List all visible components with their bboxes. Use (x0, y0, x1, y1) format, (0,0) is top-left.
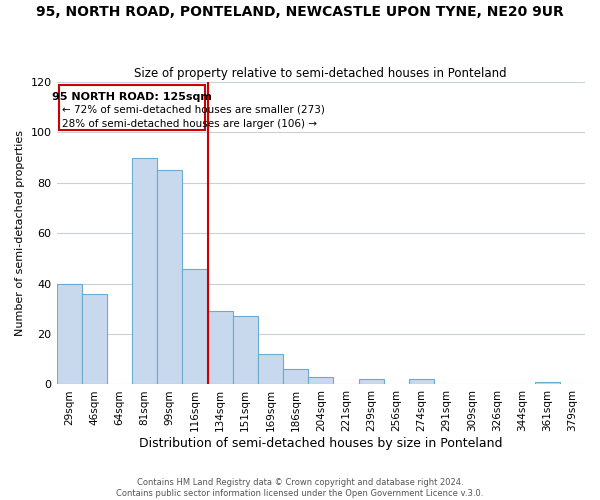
Bar (308, 377, 334, 384)
Bar (132, 158, 157, 384)
Text: 28% of semi-detached houses are larger (106) →: 28% of semi-detached houses are larger (… (62, 118, 317, 128)
Bar (283, 370, 308, 384)
FancyBboxPatch shape (59, 84, 205, 130)
Bar (56, 284, 82, 384)
Bar (359, 380, 383, 384)
Bar (182, 268, 208, 384)
Bar (258, 354, 283, 384)
Bar (82, 294, 107, 384)
Bar (233, 316, 258, 384)
Bar (208, 312, 233, 384)
X-axis label: Distribution of semi-detached houses by size in Ponteland: Distribution of semi-detached houses by … (139, 437, 503, 450)
Text: 95, NORTH ROAD, PONTELAND, NEWCASTLE UPON TYNE, NE20 9UR: 95, NORTH ROAD, PONTELAND, NEWCASTLE UPO… (36, 5, 564, 19)
Text: 95 NORTH ROAD: 125sqm: 95 NORTH ROAD: 125sqm (52, 92, 212, 102)
Title: Size of property relative to semi-detached houses in Ponteland: Size of property relative to semi-detach… (134, 66, 507, 80)
Bar (535, 382, 560, 384)
Y-axis label: Number of semi-detached properties: Number of semi-detached properties (15, 130, 25, 336)
Text: Contains HM Land Registry data © Crown copyright and database right 2024.
Contai: Contains HM Land Registry data © Crown c… (116, 478, 484, 498)
Text: ← 72% of semi-detached houses are smaller (273): ← 72% of semi-detached houses are smalle… (62, 104, 325, 115)
Bar (409, 380, 434, 384)
Bar (157, 170, 182, 384)
